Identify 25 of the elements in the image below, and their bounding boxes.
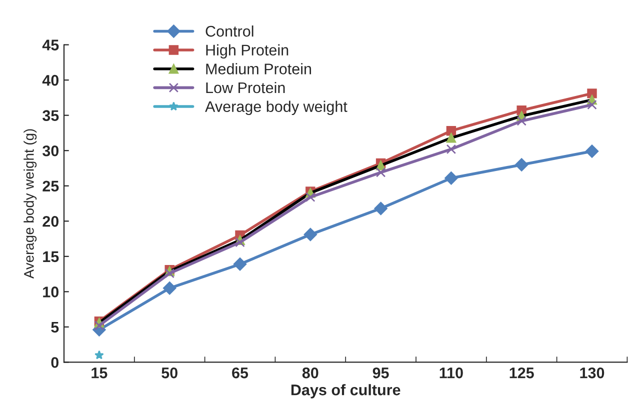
x-tick-label: 15: [92, 368, 108, 378]
x-axis-title: Days of culture: [291, 384, 400, 398]
y-tick-label: 0: [51, 357, 59, 368]
y-axis-title: Average body weight (g): [24, 129, 37, 279]
y-tick-label: 25: [42, 180, 59, 192]
x-tick-label: 95: [372, 367, 389, 378]
x-tick-label: 80: [302, 367, 318, 378]
legend-label: Medium Protein: [206, 63, 312, 74]
legend-label: Average body weight: [205, 100, 348, 116]
y-tick-label: 5: [51, 322, 59, 333]
y-tick-label: 45: [42, 40, 59, 50]
x-tick-label: 50: [162, 367, 178, 378]
y-tick-label: 35: [42, 110, 59, 122]
y-tick-label: 10: [43, 286, 59, 298]
legend-label: Low Protein: [206, 82, 285, 94]
legend-label: Control: [206, 25, 254, 37]
x-tick-label: 130: [580, 367, 604, 378]
x-tick-label: 125: [510, 367, 534, 378]
y-tick-label: 20: [42, 216, 59, 227]
y-tick-label: 40: [42, 74, 59, 86]
legend-label: High Protein: [206, 44, 288, 59]
y-tick-label: 30: [42, 145, 59, 156]
x-tick-label: 65: [232, 367, 248, 378]
y-tick-label: 15: [43, 251, 59, 262]
x-tick-label: 110: [440, 367, 463, 378]
